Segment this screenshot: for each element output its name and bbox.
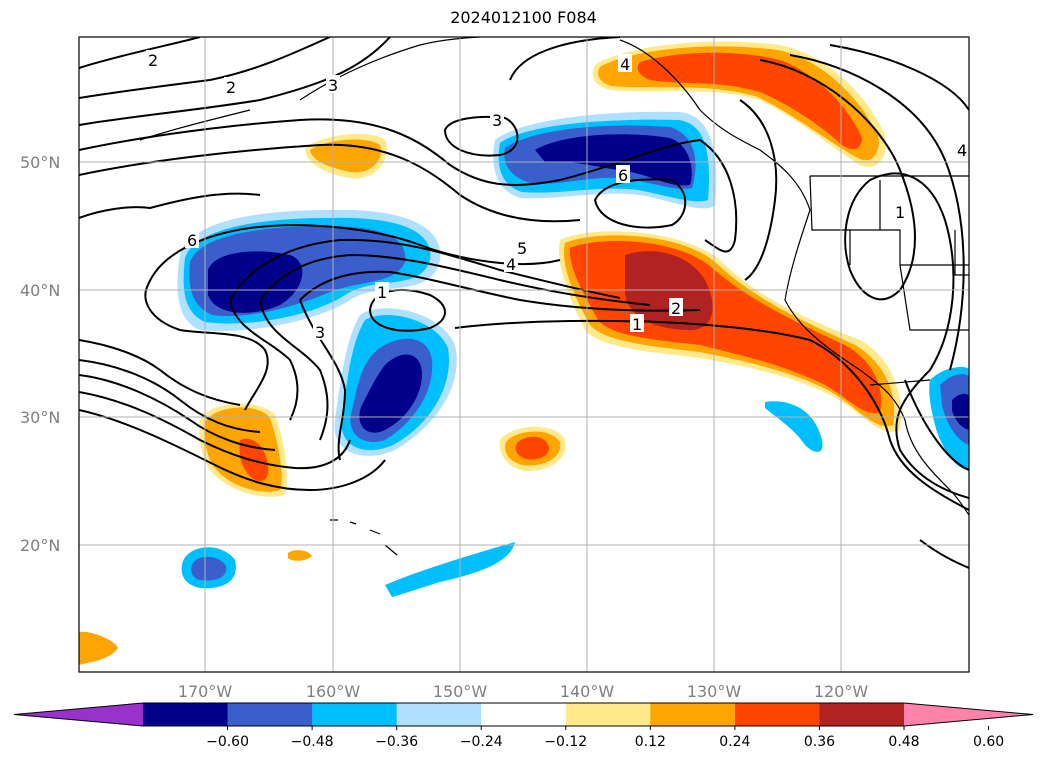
colorbar-segment <box>312 703 398 726</box>
lon-label: 130°W <box>687 682 742 701</box>
lat-label: 30°N <box>20 408 60 427</box>
contour-label: 6 <box>618 166 628 185</box>
contour-label: 4 <box>620 55 630 74</box>
grid-lines <box>79 37 969 672</box>
plot-frame <box>78 36 970 673</box>
colorbar-outline <box>13 702 1034 727</box>
lat-label: 20°N <box>20 536 60 555</box>
lat-label: 50°N <box>20 153 60 172</box>
contour-label: 1 <box>895 203 905 222</box>
colorbar-tick-label: −0.60 <box>206 734 249 750</box>
colorbar-tick-label: 0.36 <box>804 734 835 750</box>
colorbar-tick-label: 0.48 <box>888 734 919 750</box>
colorbar-segment <box>396 703 482 726</box>
colorbar-segment <box>650 703 736 726</box>
colorbar-tick-label: −0.48 <box>291 734 334 750</box>
colorbar-tick-label: −0.12 <box>544 734 587 750</box>
lon-label: 150°W <box>433 682 488 701</box>
colorbar-segment <box>227 703 313 726</box>
colorbar-extend-max <box>904 703 1033 726</box>
lon-label: 170°W <box>178 682 233 701</box>
lon-label: 140°W <box>560 682 615 701</box>
colorbar-tick-label: 0.60 <box>973 734 1004 750</box>
lat-label: 40°N <box>20 281 60 300</box>
contour-labels: 2 2 3 3 4 6 6 5 4 1 3 2 1 1 <box>146 50 969 342</box>
contour-label: 4 <box>957 141 967 160</box>
contour-label: 2 <box>226 78 236 97</box>
colorbar-segment <box>734 703 820 726</box>
colorbar-segment <box>819 703 905 726</box>
contour-label: 2 <box>671 299 681 318</box>
colorbar: −0.60 −0.48 −0.36 −0.24 −0.12 0.12 0.24 0.36 0.4… <box>13 702 1034 750</box>
shaded-field <box>79 41 969 665</box>
contour-label: 3 <box>315 323 325 342</box>
map-title: 2024012100 F084 <box>450 8 597 27</box>
contour-label: 4 <box>506 255 516 274</box>
colorbar-extend-min <box>14 703 143 726</box>
lon-label: 160°W <box>306 682 361 701</box>
coastlines <box>139 37 969 556</box>
colorbar-segment <box>143 703 229 726</box>
contour-label: 1 <box>377 283 387 302</box>
colorbar-tick-label: 0.24 <box>719 734 750 750</box>
colorbar-tick-label: −0.24 <box>460 734 503 750</box>
contour-label: 6 <box>187 231 197 250</box>
contour-label: 3 <box>492 111 502 130</box>
colorbar-segment <box>565 703 651 726</box>
colorbar-segment <box>481 703 567 726</box>
colorbar-tick-label: 0.12 <box>635 734 666 750</box>
contour-label: 2 <box>148 51 158 70</box>
lon-label: 120°W <box>814 682 869 701</box>
contour-label: 3 <box>328 76 338 95</box>
colorbar-tick-label: −0.36 <box>375 734 418 750</box>
contour-label: 5 <box>517 239 527 258</box>
contour-label: 1 <box>632 315 642 334</box>
